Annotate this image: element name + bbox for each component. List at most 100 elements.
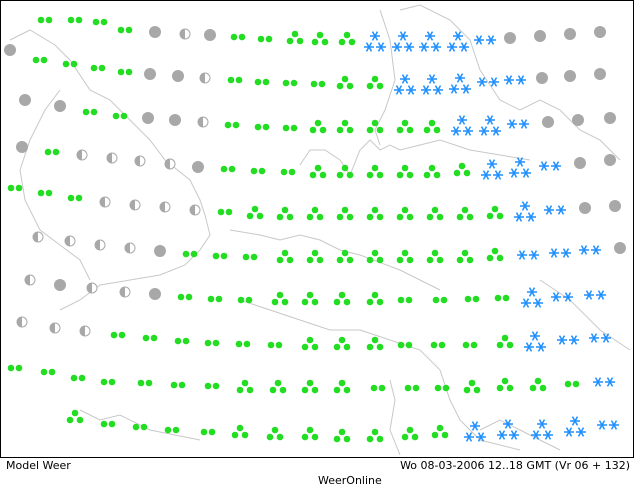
rain-dot [366, 82, 374, 90]
snow-arm [508, 119, 516, 129]
rain-dot [282, 124, 290, 132]
drizzle-symbol [254, 123, 270, 131]
rain-dot [190, 250, 198, 258]
cloud-symbol [4, 44, 16, 56]
partly-cloudy-symbol [159, 201, 171, 213]
rain-dot [461, 249, 469, 257]
snow-arm [550, 248, 558, 258]
rain-dot [412, 384, 420, 392]
rain-dot [45, 16, 53, 24]
snow-arm [521, 201, 529, 211]
snow-arm [504, 419, 512, 429]
rain-dot [98, 64, 106, 72]
rain-symbol [366, 249, 384, 264]
rain-dot [185, 293, 193, 301]
rain-dot [502, 294, 510, 302]
rain-symbol [333, 428, 351, 443]
rain-dot [401, 206, 409, 214]
cloud-symbol [534, 30, 546, 42]
snow-arm [448, 42, 456, 52]
partly-cloudy-symbol [94, 239, 106, 251]
rain-dot [468, 379, 476, 387]
snow-arm [525, 342, 533, 352]
rain-dot [309, 126, 317, 134]
half-fill [95, 240, 100, 250]
map [0, 0, 634, 458]
rain-dot [182, 337, 190, 345]
drizzle-symbol [267, 341, 283, 349]
drizzle-symbol [235, 340, 251, 348]
drizzle-symbol [100, 378, 116, 386]
snow-arm [585, 290, 593, 300]
drizzle-symbol [44, 148, 60, 156]
rain-dot [371, 428, 379, 436]
drizzle-symbol [137, 379, 153, 387]
snow-arm [530, 250, 538, 260]
drizzle-symbol [310, 80, 326, 88]
rain-dot [276, 213, 284, 221]
snow-arm [428, 74, 436, 84]
rain-dot [376, 126, 384, 134]
rain-symbol [246, 205, 264, 220]
rain-dot [491, 247, 499, 255]
rain-dot [306, 256, 314, 264]
rain-dot [267, 341, 275, 349]
rain-dot [311, 343, 319, 351]
drizzle-symbol [177, 293, 193, 301]
snow-arm [490, 77, 498, 87]
rain-dot [108, 378, 116, 386]
rain-symbol [336, 164, 354, 179]
rain-dot [506, 384, 514, 392]
snow-arm [558, 335, 566, 345]
heavy-snow-symbol [419, 31, 441, 52]
rain-dot [539, 384, 547, 392]
drizzle-symbol [282, 79, 298, 87]
rain-dot [125, 26, 133, 34]
snow-arm [454, 31, 462, 41]
rain-dot [496, 341, 504, 349]
rain-symbol [426, 249, 444, 264]
snow-arm [456, 73, 464, 83]
drizzle-symbol [432, 296, 448, 304]
rain-dot [71, 409, 79, 417]
half-fill [77, 150, 82, 160]
rain-dot [212, 382, 220, 390]
rain-symbol [301, 426, 319, 441]
rain-dot [371, 291, 379, 299]
rain-dot [453, 169, 461, 177]
snow-arm [532, 430, 540, 440]
rain-dot [140, 423, 148, 431]
snow-arm [452, 126, 460, 136]
half-fill [100, 197, 105, 207]
rain-dot [371, 164, 379, 172]
rain-dot [110, 331, 118, 339]
partly-cloudy-symbol [124, 242, 136, 254]
rain-symbol [336, 249, 354, 264]
cloud-symbol [154, 245, 166, 257]
cloud-symbol [149, 26, 161, 38]
snow-symbol [507, 119, 529, 129]
rain-dot [241, 379, 249, 387]
rain-dot [348, 38, 356, 46]
rain-dot [346, 126, 354, 134]
rain-dot [286, 256, 294, 264]
drizzle-symbol [170, 381, 186, 389]
snow-arm [505, 75, 513, 85]
rain-symbol [423, 164, 441, 179]
snow-arm [510, 430, 518, 440]
heavy-snow-symbol [564, 416, 586, 437]
snow-arm [598, 420, 606, 430]
footer-right: Wo 08-03-2006 12..18 GMT (Vr 06 + 132) [400, 459, 630, 472]
cloud-symbol [172, 70, 184, 82]
half-fill [107, 153, 112, 163]
rain-dot [464, 295, 472, 303]
rain-dot [434, 384, 442, 392]
rain-symbol [301, 291, 319, 306]
drizzle-symbol [67, 16, 83, 24]
rain-symbol [496, 377, 514, 392]
drizzle-symbol [100, 420, 116, 428]
snow-arm [594, 377, 602, 387]
rain-dot [371, 249, 379, 257]
footer-left: Model Weer [6, 459, 71, 472]
rain-dot [75, 194, 83, 202]
